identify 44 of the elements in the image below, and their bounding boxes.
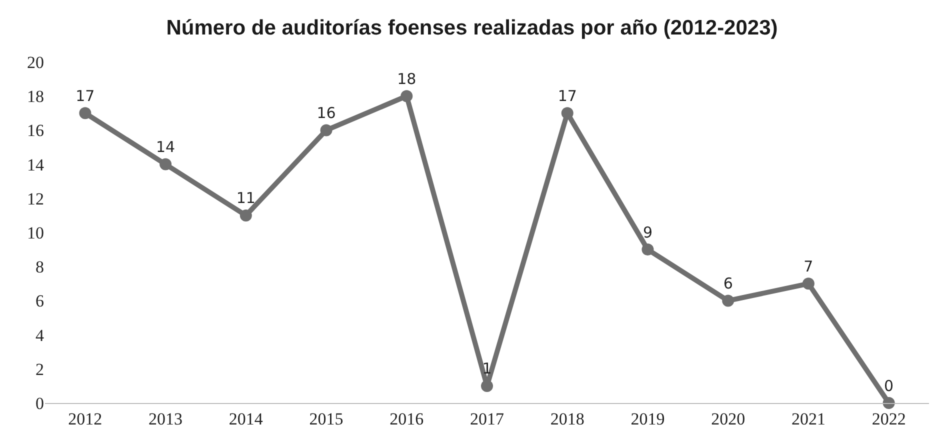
y-tick-label: 18 — [27, 87, 44, 106]
chart-title: Número de auditorías foenses realizadas por año (2012-2023) — [166, 16, 778, 40]
data-label: 6 — [723, 274, 733, 292]
point — [160, 158, 172, 170]
point — [802, 278, 814, 290]
y-tick-label: 6 — [36, 292, 44, 311]
data-label: 9 — [642, 223, 653, 242]
y-tick-label: 20 — [27, 52, 44, 72]
y-tick-label: 14 — [27, 155, 44, 174]
point — [320, 124, 332, 136]
y-tick-label: 10 — [27, 223, 44, 242]
data-label: 14 — [156, 138, 176, 156]
y-tick-label: 2 — [36, 360, 44, 379]
point — [481, 380, 493, 392]
data-label: 17 — [558, 86, 577, 105]
x-tick-label: 2015 — [309, 409, 344, 428]
point — [561, 107, 574, 120]
x-tick-label: 2018 — [550, 409, 584, 428]
x-tick-label: 2017 — [470, 409, 504, 428]
point — [79, 107, 92, 120]
x-tick-label: 2012 — [68, 409, 102, 428]
x-tick-label: 2019 — [630, 409, 665, 428]
point — [240, 209, 252, 222]
y-tick-label: 16 — [27, 121, 44, 140]
y-tick-label: 0 — [36, 394, 44, 413]
y-tick-label: 8 — [36, 258, 44, 277]
data-label: 17 — [76, 86, 95, 105]
x-tick-label: 2013 — [148, 409, 183, 428]
y-tick-label: 12 — [27, 189, 44, 208]
data-label: 7 — [804, 257, 814, 276]
x-tick-label: 2022 — [872, 409, 906, 428]
data-label: 11 — [236, 189, 256, 208]
x-tick-label: 2020 — [711, 409, 746, 428]
data-label: 18 — [397, 70, 416, 88]
x-tick-label: 2014 — [228, 409, 264, 428]
point — [400, 90, 413, 102]
x-tick-label: 2016 — [390, 409, 424, 428]
point — [722, 294, 734, 307]
x-tick-label: 2021 — [791, 409, 826, 428]
data-label: 0 — [884, 376, 894, 395]
data-label: 16 — [316, 104, 336, 122]
point — [882, 397, 895, 409]
point — [642, 244, 654, 256]
y-tick-label: 4 — [36, 326, 44, 345]
